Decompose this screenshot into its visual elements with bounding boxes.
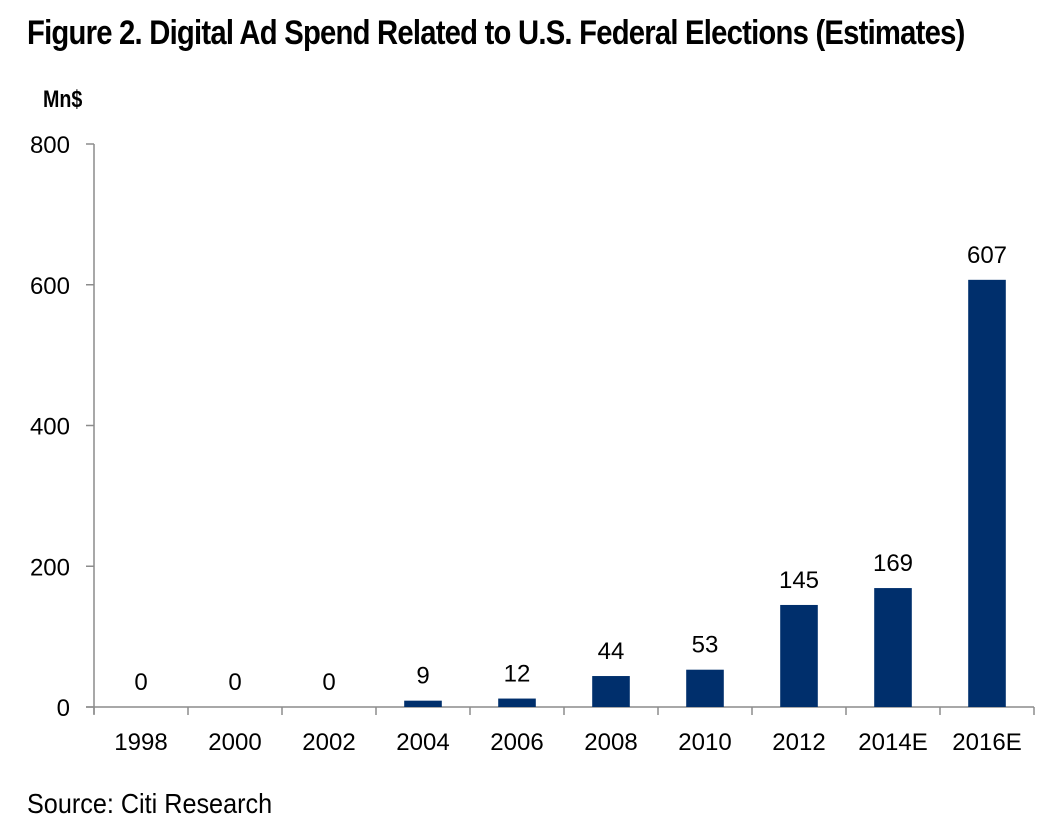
x-tick-label: 2010 (678, 729, 731, 756)
y-tick-label: 0 (57, 695, 70, 722)
x-axis: 1998 2000 2002 2004 2006 2008 2010 2012 2014E 201… (86, 706, 1035, 756)
source-note: Source: Citi Research (27, 788, 273, 819)
data-label-2000: 0 (228, 669, 241, 696)
data-label-2016E: 607 (967, 242, 1007, 269)
x-tick-label: 2014E (858, 729, 927, 756)
bar-2010 (686, 669, 724, 707)
data-label-2004: 9 (416, 663, 429, 690)
x-tick-label: 2000 (208, 729, 261, 756)
data-label-2014E: 169 (873, 550, 913, 577)
y-tick-label: 200 (30, 554, 70, 581)
data-label-2008: 44 (598, 638, 625, 665)
bar-2004 (404, 700, 442, 707)
y-tick-label: 800 (30, 132, 70, 159)
bar-2006 (498, 698, 536, 707)
x-tick-label: 2016E (952, 729, 1021, 756)
chart-title: Figure 2. Digital Ad Spend Related to U.… (27, 14, 965, 52)
y-tick-label: 600 (30, 273, 70, 300)
bar-2016E (968, 279, 1006, 707)
x-tick-label: 2008 (584, 729, 637, 756)
bars (404, 279, 1006, 707)
data-label-2006: 12 (504, 661, 531, 688)
y-axis: 0 200 400 600 800 (30, 132, 95, 722)
bar-2008 (592, 676, 630, 707)
x-tick-label: 2012 (772, 729, 825, 756)
x-tick-label: 1998 (114, 729, 167, 756)
data-label-1998: 0 (134, 669, 147, 696)
data-labels: 0 0 0 9 12 44 53 145 169 607 (134, 242, 1007, 696)
bar-2012 (780, 604, 818, 707)
data-label-2012: 145 (779, 567, 819, 594)
x-tick-label: 2002 (302, 729, 355, 756)
bar-2014E (874, 588, 912, 707)
y-axis-unit-label: Mn$ (43, 86, 83, 113)
x-tick-label: 2006 (490, 729, 543, 756)
data-label-2010: 53 (692, 632, 719, 659)
x-tick-label: 2004 (396, 729, 449, 756)
y-tick-label: 400 (30, 414, 70, 441)
data-label-2002: 0 (322, 669, 335, 696)
